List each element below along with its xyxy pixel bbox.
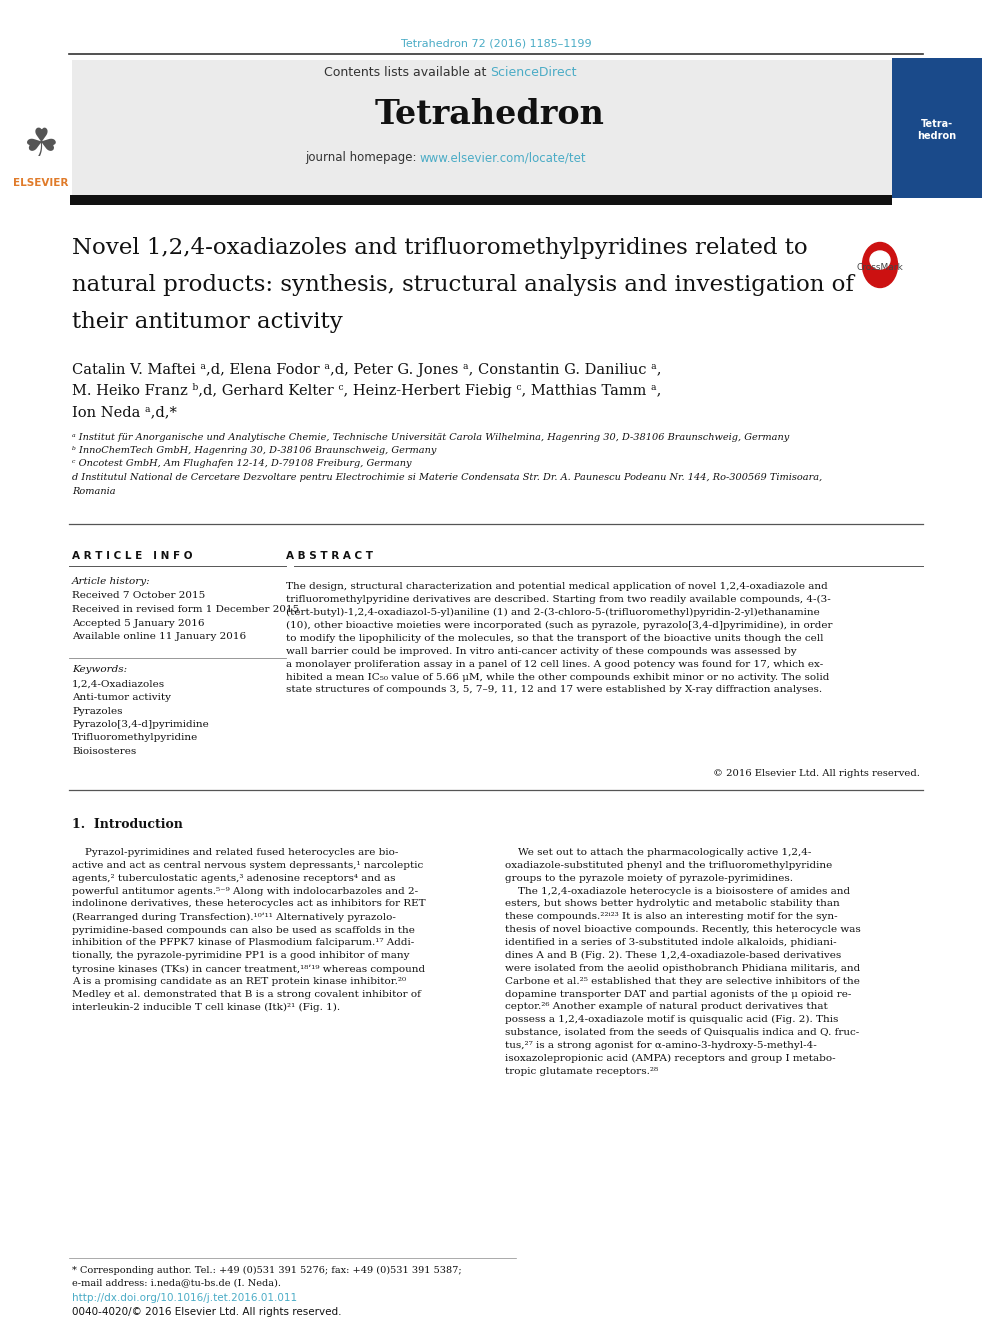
Bar bbox=[70, 194, 892, 205]
Text: M. Heiko Franz ᵇ,d, Gerhard Kelter ᶜ, Heinz-Herbert Fiebig ᶜ, Matthias Tamm ᵃ,: M. Heiko Franz ᵇ,d, Gerhard Kelter ᶜ, He… bbox=[72, 384, 662, 398]
Text: ᵃ Institut für Anorganische und Analytische Chemie, Technische Universität Carol: ᵃ Institut für Anorganische und Analytis… bbox=[72, 433, 790, 442]
Text: 1,2,4-Oxadiazoles: 1,2,4-Oxadiazoles bbox=[72, 680, 165, 688]
Text: Tetra-
hedron: Tetra- hedron bbox=[918, 119, 956, 140]
Text: Pyrazol-pyrimidines and related fused heterocycles are bio-
active and act as ce: Pyrazol-pyrimidines and related fused he… bbox=[72, 848, 426, 1012]
Text: their antitumor activity: their antitumor activity bbox=[72, 311, 343, 333]
Text: 0040-4020/© 2016 Elsevier Ltd. All rights reserved.: 0040-4020/© 2016 Elsevier Ltd. All right… bbox=[72, 1307, 341, 1316]
Text: Accepted 5 January 2016: Accepted 5 January 2016 bbox=[72, 618, 204, 627]
Text: www.elsevier.com/locate/tet: www.elsevier.com/locate/tet bbox=[420, 152, 586, 164]
Text: journal homepage:: journal homepage: bbox=[305, 152, 420, 164]
Text: Trifluoromethylpyridine: Trifluoromethylpyridine bbox=[72, 733, 198, 742]
Text: Keywords:: Keywords: bbox=[72, 665, 127, 675]
Text: http://dx.doi.org/10.1016/j.tet.2016.01.011: http://dx.doi.org/10.1016/j.tet.2016.01.… bbox=[72, 1293, 298, 1303]
Text: Contents lists available at: Contents lists available at bbox=[323, 66, 490, 79]
Text: Available online 11 January 2016: Available online 11 January 2016 bbox=[72, 632, 246, 642]
Text: Ion Neda ᵃ,d,*: Ion Neda ᵃ,d,* bbox=[72, 405, 177, 419]
Text: Article history:: Article history: bbox=[72, 578, 151, 586]
Text: Pyrazolo[3,4-d]pyrimidine: Pyrazolo[3,4-d]pyrimidine bbox=[72, 720, 208, 729]
Text: Novel 1,2,4-oxadiazoles and trifluoromethylpyridines related to: Novel 1,2,4-oxadiazoles and trifluoromet… bbox=[72, 237, 807, 259]
Text: A R T I C L E   I N F O: A R T I C L E I N F O bbox=[72, 550, 192, 561]
Ellipse shape bbox=[870, 251, 890, 269]
Text: ☘: ☘ bbox=[24, 126, 59, 164]
Text: Bioisosteres: Bioisosteres bbox=[72, 747, 136, 755]
Text: 1.  Introduction: 1. Introduction bbox=[72, 819, 183, 831]
Text: Romania: Romania bbox=[72, 487, 116, 496]
Text: CrossMark: CrossMark bbox=[857, 262, 904, 271]
Text: e-mail address: i.neda@tu-bs.de (I. Neda).: e-mail address: i.neda@tu-bs.de (I. Neda… bbox=[72, 1278, 281, 1287]
Text: ᶜ Oncotest GmbH, Am Flughafen 12-14, D-79108 Freiburg, Germany: ᶜ Oncotest GmbH, Am Flughafen 12-14, D-7… bbox=[72, 459, 412, 468]
Text: Pyrazoles: Pyrazoles bbox=[72, 706, 122, 716]
Bar bbox=[70, 60, 892, 194]
Text: ᵇ InnoChemTech GmbH, Hagenring 30, D-38106 Braunschweig, Germany: ᵇ InnoChemTech GmbH, Hagenring 30, D-381… bbox=[72, 446, 436, 455]
Text: Received 7 October 2015: Received 7 October 2015 bbox=[72, 591, 205, 601]
Bar bbox=[892, 58, 982, 198]
Text: Catalin V. Maftei ᵃ,d, Elena Fodor ᵃ,d, Peter G. Jones ᵃ, Constantin G. Daniliuc: Catalin V. Maftei ᵃ,d, Elena Fodor ᵃ,d, … bbox=[72, 363, 662, 377]
Text: © 2016 Elsevier Ltd. All rights reserved.: © 2016 Elsevier Ltd. All rights reserved… bbox=[713, 769, 920, 778]
Text: A B S T R A C T: A B S T R A C T bbox=[286, 550, 373, 561]
Text: Received in revised form 1 December 2015: Received in revised form 1 December 2015 bbox=[72, 605, 300, 614]
Text: ScienceDirect: ScienceDirect bbox=[490, 66, 576, 79]
Text: Tetrahedron: Tetrahedron bbox=[375, 98, 605, 131]
Text: * Corresponding author. Tel.: +49 (0)531 391 5276; fax: +49 (0)531 391 5387;: * Corresponding author. Tel.: +49 (0)531… bbox=[72, 1265, 461, 1274]
Text: We set out to attach the pharmacologically active 1,2,4-
oxadiazole-substituted : We set out to attach the pharmacological… bbox=[505, 848, 861, 1076]
Text: Anti-tumor activity: Anti-tumor activity bbox=[72, 693, 171, 703]
Text: natural products: synthesis, structural analysis and investigation of: natural products: synthesis, structural … bbox=[72, 274, 854, 296]
Ellipse shape bbox=[862, 242, 898, 287]
Text: d Institutul National de Cercetare Dezvoltare pentru Electrochimie si Materie Co: d Institutul National de Cercetare Dezvo… bbox=[72, 474, 822, 482]
Bar bbox=[10, 58, 72, 198]
Text: Tetrahedron 72 (2016) 1185–1199: Tetrahedron 72 (2016) 1185–1199 bbox=[401, 38, 591, 49]
Text: ELSEVIER: ELSEVIER bbox=[13, 179, 68, 188]
Text: The design, structural characterization and potential medical application of nov: The design, structural characterization … bbox=[286, 582, 832, 695]
